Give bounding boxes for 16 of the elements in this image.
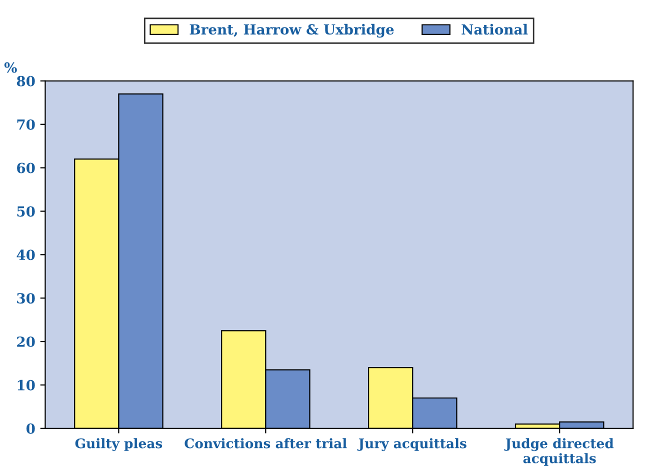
x-tick-label: Guilty pleas: [75, 438, 162, 452]
x-tick-label: Judge directed acquittals: [504, 438, 614, 466]
y-axis-title: %: [4, 62, 17, 73]
y-tick-label: 70: [17, 119, 35, 130]
y-tick-label: 10: [18, 380, 35, 390]
y-tick-label: 20: [17, 336, 35, 348]
y-tick-label: 40: [16, 250, 35, 260]
legend-label: Brent, Harrow & Uxbridge: [190, 24, 394, 38]
y-tick-label: 50: [17, 206, 35, 217]
legend-label: National: [462, 24, 528, 35]
y-tick-label: 80: [16, 76, 35, 86]
y-tick-label: 60: [17, 162, 35, 174]
x-tick-label: Jury acquittals: [357, 438, 466, 452]
y-tick-label: 0: [26, 423, 35, 434]
y-tick-label: 30: [17, 293, 35, 304]
x-tick-label: Convictions after trial: [184, 438, 347, 448]
